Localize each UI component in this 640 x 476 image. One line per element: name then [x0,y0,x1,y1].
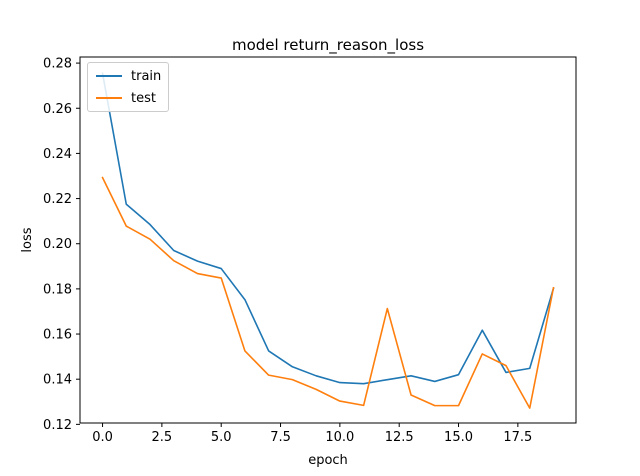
x-tick-label: 7.5 [270,430,291,445]
legend-item-train: train [96,66,161,86]
y-tick-label: 0.28 [43,57,72,72]
x-tick-label: 2.5 [152,430,173,445]
x-tick-label: 17.5 [503,430,532,445]
legend-item-test: test [96,88,156,108]
plot-area [79,56,577,424]
series-line-train [101,72,555,385]
series-line-test [101,176,555,409]
x-tick-label: 12.5 [385,430,414,445]
x-tick-label: 0.0 [92,430,113,445]
y-axis: 0.12 0.14 0.16 0.18 0.20 0.22 0.24 0.26 0.28 [43,57,80,433]
y-tick-label: 0.16 [43,328,72,343]
y-tick-label: 0.22 [43,192,72,207]
series-lines [101,72,555,409]
legend-swatch-train [96,75,122,77]
legend-label-train: train [131,68,162,84]
chart-title: model return_reason_loss [232,36,424,55]
x-tick-label: 10.0 [325,430,354,445]
x-tick-label: 5.0 [211,430,232,445]
x-axis-label: epoch [308,453,348,468]
y-tick-label: 0.24 [43,147,72,162]
y-tick-label: 0.18 [43,282,72,297]
y-tick-label: 0.20 [43,237,72,252]
y-tick-label: 0.12 [43,418,72,433]
legend-swatch-test [96,97,122,99]
x-tick-label: 15.0 [444,430,473,445]
legend: train test [87,62,169,112]
x-axis: 0.0 2.5 5.0 7.5 10.0 12.5 15.0 17.5 [92,423,532,445]
legend-label-test: test [131,90,156,106]
y-tick-label: 0.26 [43,102,72,117]
y-axis-label: loss [20,227,35,252]
y-tick-label: 0.14 [43,373,72,388]
